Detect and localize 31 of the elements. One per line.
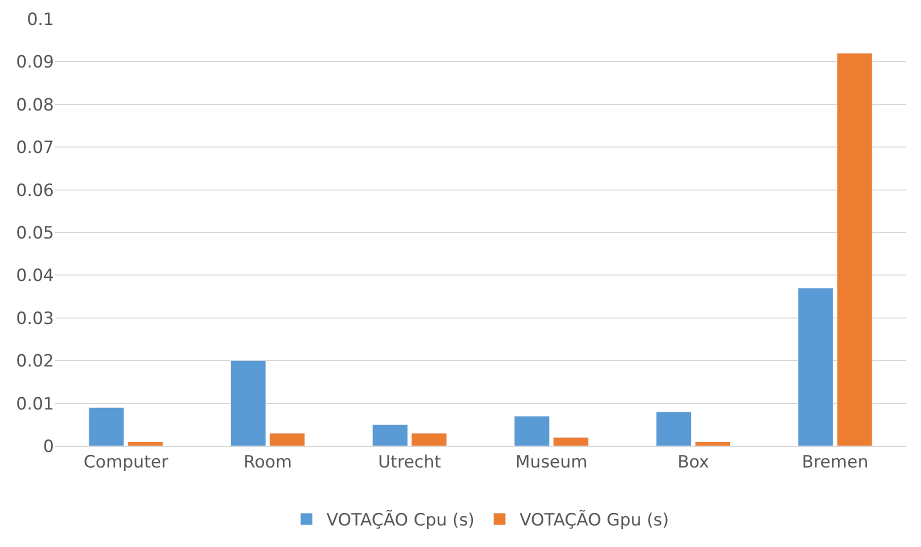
- x-tick-label: Computer: [84, 452, 168, 472]
- bar: [656, 412, 692, 446]
- x-tick-label: Box: [677, 452, 710, 472]
- y-tick-label: 0.03: [16, 308, 54, 329]
- y-tick-label: 0.06: [16, 180, 54, 201]
- y-tick-label: 0.1: [26, 10, 54, 30]
- bar: [514, 416, 550, 446]
- y-tick-label: 0.02: [16, 352, 54, 372]
- x-tick-label: Bremen: [802, 452, 868, 472]
- y-tick-label: 0.05: [16, 223, 54, 244]
- x-tick-label: Utrecht: [378, 452, 442, 472]
- y-tick-label: 0.08: [16, 95, 54, 116]
- bar: [372, 424, 408, 446]
- legend-label: VOTAÇÃO Cpu (s): [326, 510, 475, 531]
- y-tick-label: 0.07: [16, 138, 54, 158]
- y-tick-label: 0: [43, 436, 54, 457]
- bar: [128, 441, 164, 446]
- bar: [269, 432, 306, 446]
- x-tick-label: Room: [244, 452, 292, 472]
- bar: [411, 432, 447, 446]
- bar: [230, 360, 266, 446]
- y-tick-label: 0.09: [16, 52, 54, 73]
- bar: [694, 441, 731, 446]
- bar: [798, 288, 834, 446]
- bar: [553, 437, 589, 446]
- x-tick-label: Museum: [515, 452, 588, 472]
- bar: [836, 52, 872, 446]
- bar: [88, 407, 124, 446]
- legend-label: VOTAÇÃO Gpu (s): [520, 510, 669, 531]
- y-tick-label: 0.01: [16, 394, 54, 414]
- y-tick-label: 0.04: [16, 266, 54, 286]
